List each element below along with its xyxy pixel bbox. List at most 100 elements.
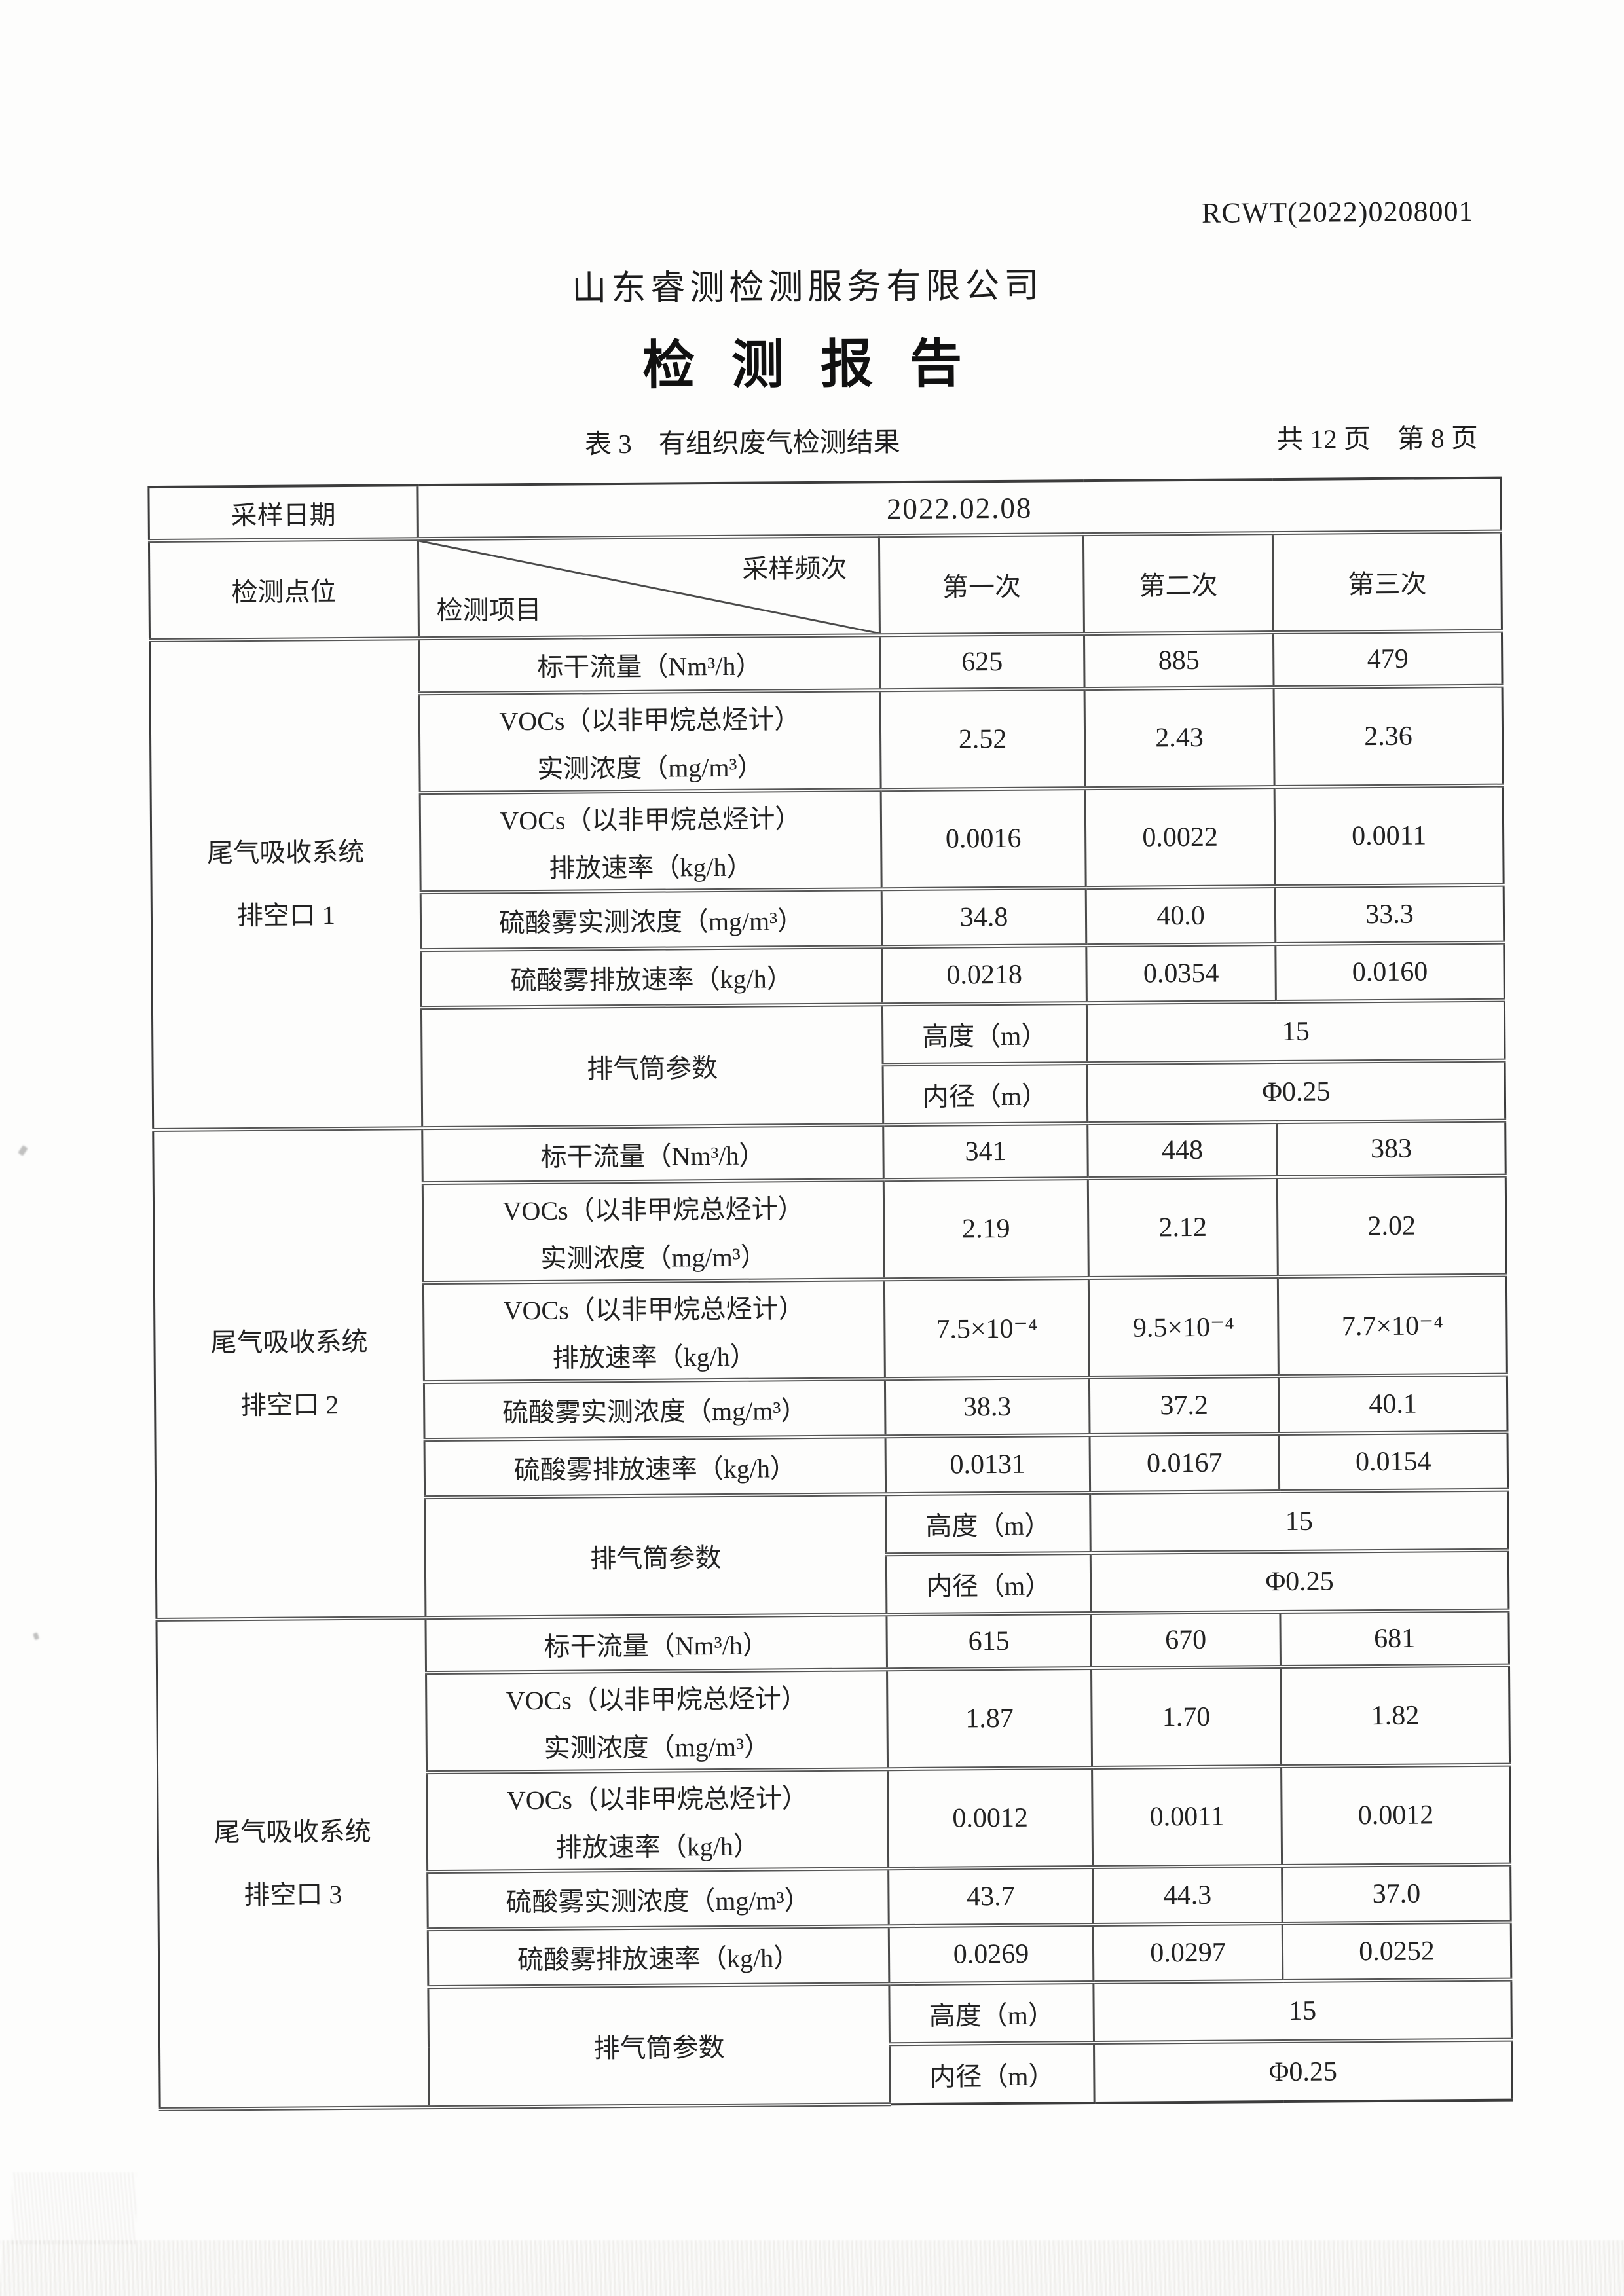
value-cell: 1.70 xyxy=(1091,1667,1282,1768)
value-cell: 7.7×10⁻⁴ xyxy=(1278,1275,1507,1377)
value-cell: 1.82 xyxy=(1280,1665,1510,1767)
value-cell: 0.0218 xyxy=(881,945,1087,1005)
value-cell: 43.7 xyxy=(888,1867,1094,1927)
header-third-run: 第三次 xyxy=(1272,531,1502,633)
value-cell: 0.0131 xyxy=(885,1435,1090,1495)
value-cell: 0.0160 xyxy=(1275,942,1505,1002)
item-label: 标干流量（Nm³/h） xyxy=(422,1125,884,1184)
value-cell: 885 xyxy=(1084,632,1274,689)
header-first-run: 第一次 xyxy=(879,534,1084,636)
value-cell: 479 xyxy=(1273,630,1503,688)
stack-diameter-label: 内径（m） xyxy=(883,1063,1088,1125)
stack-diameter-value: Φ0.25 xyxy=(1094,2039,1513,2104)
stack-height-label: 高度（m） xyxy=(882,1003,1088,1065)
stack-diameter-label: 内径（m） xyxy=(886,1553,1091,1615)
header-second-run: 第二次 xyxy=(1083,533,1274,634)
diagonal-header-cell: 采样频次 检测项目 xyxy=(418,536,880,639)
value-cell: 37.0 xyxy=(1282,1864,1511,1924)
item-line2: 排放速率（kg/h） xyxy=(552,1341,756,1373)
item-line1: VOCs（以非甲烷总烃计） xyxy=(503,1293,805,1325)
document-title: 检 测 报 告 xyxy=(642,335,974,395)
item-line1: VOCs（以非甲烷总烃计） xyxy=(499,704,801,736)
item-label: 硫酸雾排放速率（kg/h） xyxy=(424,1436,886,1498)
item-label: VOCs（以非甲烷总烃计） 排放速率（kg/h） xyxy=(426,1769,889,1872)
value-cell: 38.3 xyxy=(885,1377,1090,1437)
stack-height-label: 高度（m） xyxy=(885,1493,1091,1555)
item-line1: VOCs（以非甲烷总烃计） xyxy=(500,803,802,835)
table-caption-row: 表 3 有组织废气检测结果 共 12 页 第 8 页 xyxy=(0,414,1621,465)
stack-diameter-value: Φ0.25 xyxy=(1087,1060,1505,1124)
value-cell: 0.0167 xyxy=(1090,1434,1280,1493)
value-cell: 9.5×10⁻⁴ xyxy=(1088,1277,1279,1378)
item-label: VOCs（以非甲烷总烃计） 排放速率（kg/h） xyxy=(420,790,882,893)
value-cell: 37.2 xyxy=(1089,1376,1280,1436)
diagonal-divider-line xyxy=(418,539,879,634)
company-name: 山东睿测检测服务有限公司 xyxy=(572,266,1044,308)
scan-noise xyxy=(12,2172,136,2244)
stack-height-value: 15 xyxy=(1086,1000,1505,1064)
value-cell: 44.3 xyxy=(1092,1866,1283,1925)
value-cell: 0.0297 xyxy=(1093,1923,1283,1983)
value-cell: 7.5×10⁻⁴ xyxy=(884,1278,1090,1379)
value-cell: 0.0269 xyxy=(889,1925,1094,1984)
item-label: 标干流量（Nm³/h） xyxy=(418,635,881,694)
item-label: 硫酸雾排放速率（kg/h） xyxy=(428,1926,889,1988)
diagonal-header-item: 检测项目 xyxy=(436,594,542,625)
value-cell: 615 xyxy=(886,1613,1092,1670)
stack-diameter-value: Φ0.25 xyxy=(1090,1550,1509,1614)
value-cell: 0.0154 xyxy=(1279,1432,1508,1492)
value-cell: 670 xyxy=(1090,1612,1281,1669)
sampling-date-label: 采样日期 xyxy=(148,485,418,541)
value-cell: 0.0354 xyxy=(1086,944,1276,1004)
item-line2: 排放速率（kg/h） xyxy=(555,1831,760,1863)
value-cell: 0.0012 xyxy=(887,1768,1093,1869)
value-cell: 40.0 xyxy=(1086,886,1276,946)
value-cell: 448 xyxy=(1087,1122,1278,1179)
stack-params-label: 排气筒参数 xyxy=(421,1004,883,1129)
point-line2: 排空口 3 xyxy=(244,1880,342,1910)
item-label: VOCs（以非甲烷总烃计） 实测浓度（mg/m³） xyxy=(422,1180,885,1283)
item-line2: 实测浓度（mg/m³） xyxy=(540,1241,767,1273)
item-label: VOCs（以非甲烷总烃计） 实测浓度（mg/m³） xyxy=(426,1669,888,1773)
table-caption: 表 3 有组织废气检测结果 xyxy=(584,427,900,460)
item-label: 标干流量（Nm³/h） xyxy=(425,1614,887,1673)
scan-noise xyxy=(0,2240,1624,2296)
point-line2: 排空口 2 xyxy=(240,1390,339,1421)
page-indicator: 共 12 页 第 8 页 xyxy=(1276,422,1479,455)
monitoring-point-1: 尾气吸收系统 排空口 1 xyxy=(149,638,422,1131)
item-line1: VOCs（以非甲烷总烃计） xyxy=(502,1194,804,1226)
report-number: RCWT(2022)0208001 xyxy=(1201,194,1474,229)
point-line2: 排空口 1 xyxy=(236,900,336,931)
value-cell: 341 xyxy=(883,1123,1088,1180)
value-cell: 2.02 xyxy=(1277,1175,1507,1277)
point-line1: 尾气吸收系统 xyxy=(207,837,365,868)
value-cell: 383 xyxy=(1276,1120,1506,1178)
stack-height-value: 15 xyxy=(1090,1489,1509,1554)
scan-artifact xyxy=(33,1632,40,1641)
monitoring-point-3: 尾气吸收系统 排空口 3 xyxy=(156,1618,430,2109)
item-label: VOCs（以非甲烷总烃计） 实测浓度（mg/m³） xyxy=(419,690,881,793)
point-line1: 尾气吸收系统 xyxy=(213,1816,371,1848)
value-cell: 0.0016 xyxy=(881,788,1086,890)
stack-params-label: 排气筒参数 xyxy=(428,1984,891,2108)
stack-diameter-label: 内径（m） xyxy=(889,2043,1095,2105)
monitoring-point-2: 尾气吸收系统 排空口 2 xyxy=(153,1128,426,1620)
point-line1: 尾气吸收系统 xyxy=(210,1326,368,1358)
value-cell: 681 xyxy=(1280,1610,1509,1667)
emission-results-table: 采样日期 2022.02.08 检测点位 采样频次 检测项目 第一次 第二次 xyxy=(147,477,1513,2111)
stack-height-label: 高度（m） xyxy=(889,1982,1094,2045)
value-cell: 2.43 xyxy=(1084,687,1275,789)
item-line2: 实测浓度（mg/m³） xyxy=(544,1731,771,1763)
item-line2: 实测浓度（mg/m³） xyxy=(537,752,764,784)
item-label: VOCs（以非甲烷总烃计） 排放速率（kg/h） xyxy=(423,1279,885,1383)
value-cell: 2.36 xyxy=(1274,685,1504,788)
item-label: 硫酸雾实测浓度（mg/m³） xyxy=(424,1379,886,1440)
diagonal-header-frequency: 采样频次 xyxy=(742,553,847,584)
value-cell: 2.12 xyxy=(1088,1177,1278,1279)
scan-artifact xyxy=(18,1145,28,1156)
value-cell: 0.0011 xyxy=(1274,785,1504,887)
value-cell: 1.87 xyxy=(887,1668,1092,1770)
item-line1: VOCs（以非甲烷总烃计） xyxy=(506,1783,809,1815)
